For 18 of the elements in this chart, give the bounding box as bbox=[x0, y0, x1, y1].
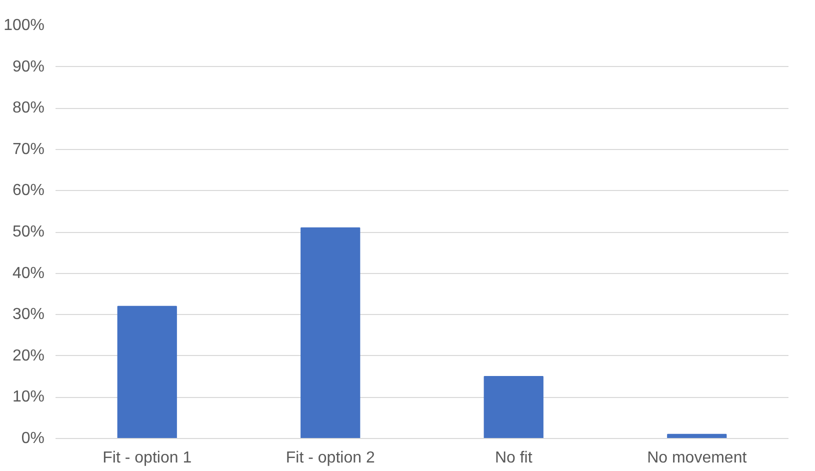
y-tick-label: 60% bbox=[12, 182, 45, 200]
y-tick-label: 90% bbox=[12, 58, 45, 76]
x-tick-label: No fit bbox=[494, 450, 533, 466]
y-tick-label: 20% bbox=[12, 347, 45, 364]
y-tick-label: 40% bbox=[12, 264, 45, 282]
x-tick-label: Fit - option 1 bbox=[102, 450, 192, 466]
bar bbox=[300, 227, 360, 438]
x-tick-label: No movement bbox=[647, 450, 748, 466]
x-tick-label: Fit - option 2 bbox=[286, 450, 375, 466]
y-tick-label: 100% bbox=[4, 17, 44, 34]
y-tick-label: 10% bbox=[12, 388, 45, 406]
bar bbox=[484, 376, 544, 438]
y-tick-label: 30% bbox=[12, 306, 45, 324]
y-tick-label: 50% bbox=[12, 224, 45, 240]
y-tick-label: 0% bbox=[21, 430, 44, 447]
y-tick-label: 80% bbox=[12, 100, 45, 117]
bar bbox=[117, 306, 177, 438]
y-tick-label: 70% bbox=[12, 140, 45, 158]
